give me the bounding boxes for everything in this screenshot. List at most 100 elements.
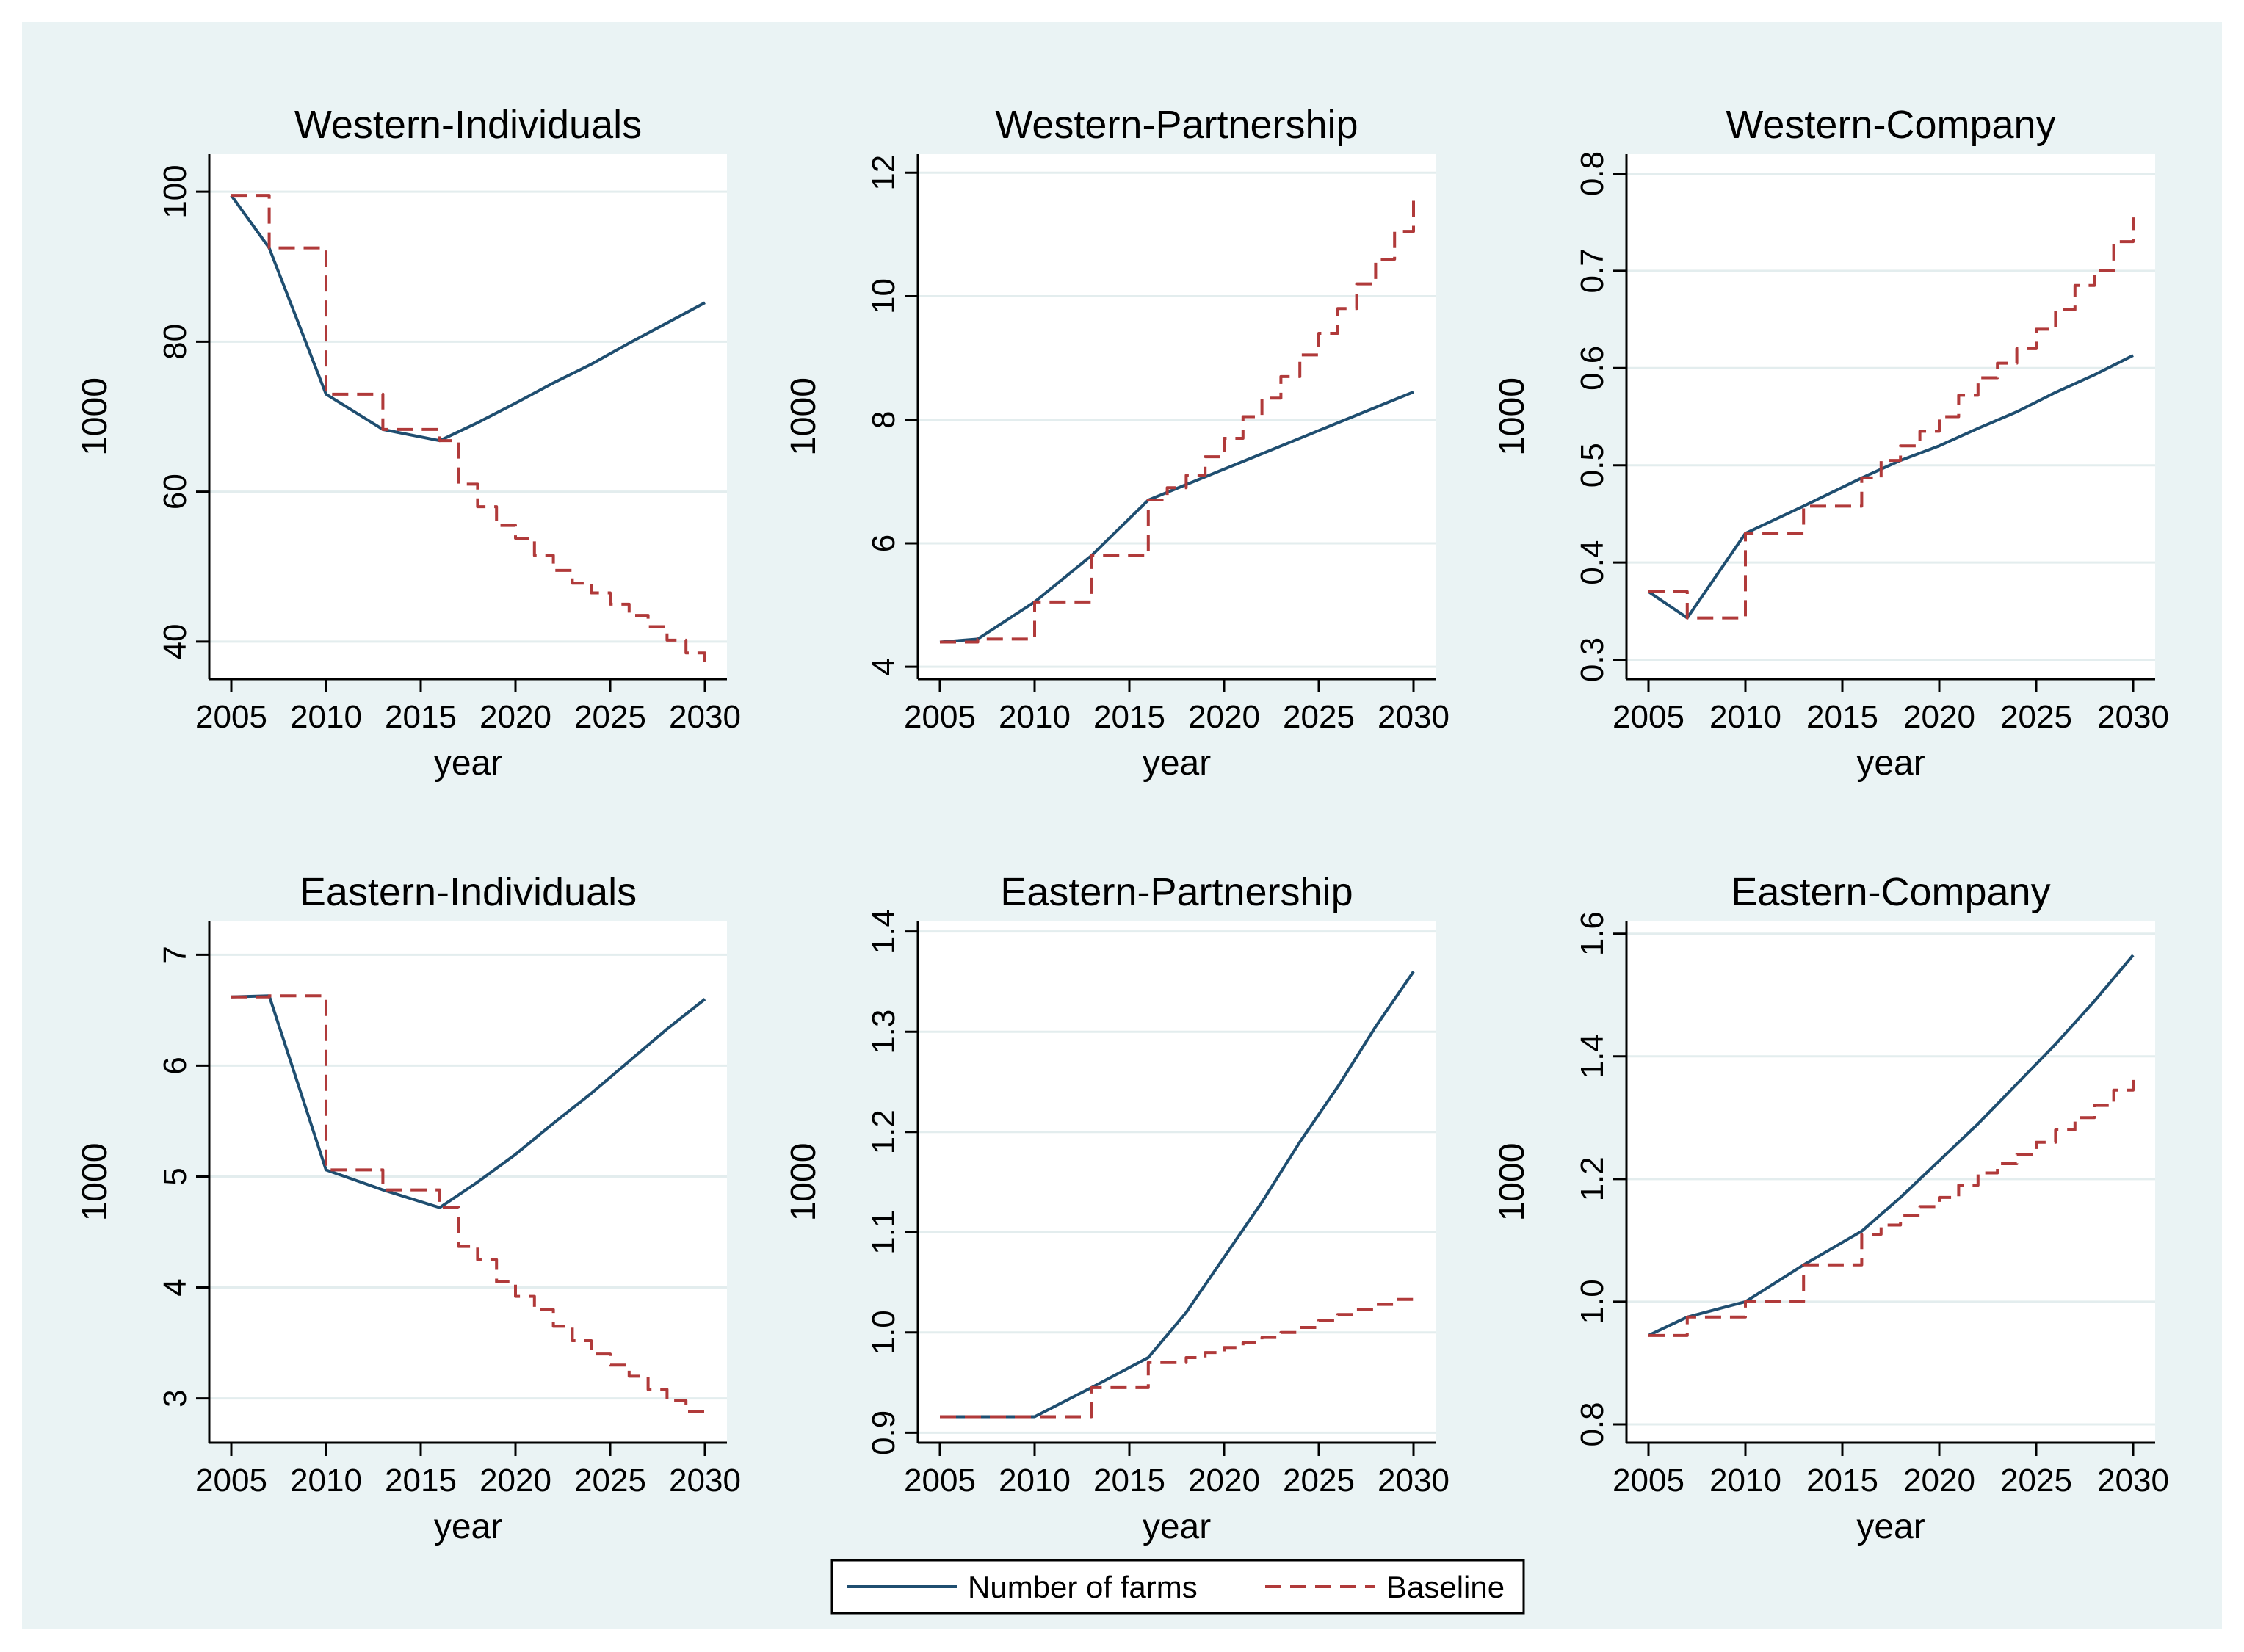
plot-area xyxy=(209,921,727,1443)
chart-title: Western-Individuals xyxy=(294,103,642,147)
y-tick-label: 1.2 xyxy=(866,1109,902,1154)
y-tick-label: 6 xyxy=(866,535,902,552)
y-tick-label: 6 xyxy=(157,1057,193,1074)
x-tick-label: 2030 xyxy=(1378,699,1449,735)
panels: 2005 2010 2015 2020 2025 2030 40 60 80 100 Western… xyxy=(76,103,2169,1546)
x-tick-label: 2005 xyxy=(1613,1463,1684,1499)
series-line-number-of-farms xyxy=(231,994,706,1209)
x-tick-label: 2005 xyxy=(904,1463,976,1499)
x-axis-label: year xyxy=(1143,1507,1211,1546)
y-tick-label: 0.4 xyxy=(1574,540,1610,585)
y-tick-label: 5 xyxy=(157,1167,193,1185)
x-axis-label: year xyxy=(434,1507,502,1546)
chart-title: Western-Company xyxy=(1726,103,2055,147)
x-tick-label: 2030 xyxy=(2097,699,2169,735)
x-tick-label: 2010 xyxy=(1709,1463,1781,1499)
chart-panel: 2005 2010 2015 2020 2025 2030 3 4 5 6 7 Eastern-Ind… xyxy=(76,870,741,1546)
y-tick-label: 0.8 xyxy=(1574,1402,1610,1446)
plot-area xyxy=(209,154,727,679)
series-line-baseline xyxy=(1648,1074,2135,1337)
x-tick-label: 2020 xyxy=(1903,699,1975,735)
x-tick-label: 2030 xyxy=(1378,1463,1449,1499)
y-tick-label: 1.3 xyxy=(866,1010,902,1054)
x-tick-label: 2005 xyxy=(195,699,267,735)
x-tick-label: 2020 xyxy=(479,1463,551,1499)
y-tick-label: 100 xyxy=(157,164,193,218)
y-axis-label: 1000 xyxy=(1493,1143,1532,1222)
x-axis-label: year xyxy=(1856,744,1925,783)
series-line-baseline xyxy=(940,1292,1415,1419)
series-line-baseline xyxy=(231,994,706,1416)
series-line-baseline xyxy=(1648,217,2135,620)
x-tick-label: 2030 xyxy=(2097,1463,2169,1499)
x-tick-label: 2015 xyxy=(1093,1463,1165,1499)
y-tick-label: 1.6 xyxy=(1574,911,1610,956)
series-line-baseline xyxy=(940,200,1415,644)
y-tick-label: 4 xyxy=(157,1278,193,1296)
x-tick-label: 2010 xyxy=(290,1463,362,1499)
x-tick-label: 2025 xyxy=(2000,699,2072,735)
chart-title: Eastern-Individuals xyxy=(300,870,637,914)
y-tick-label: 0.9 xyxy=(866,1410,902,1455)
y-tick-label: 7 xyxy=(157,946,193,963)
x-tick-label: 2005 xyxy=(1613,699,1684,735)
y-axis-label: 1000 xyxy=(784,377,823,456)
y-tick-label: 1.4 xyxy=(1574,1034,1610,1079)
y-tick-label: 1.0 xyxy=(866,1310,902,1355)
plot-area xyxy=(1626,154,2155,679)
plot-area xyxy=(1626,921,2155,1443)
y-axis-label: 1000 xyxy=(784,1143,823,1222)
y-tick-label: 0.6 xyxy=(1574,346,1610,391)
chart-panel: 2005 2010 2015 2020 2025 2030 4 6 8 10 12 Western-P… xyxy=(784,103,1449,783)
legend: Number of farms Baseline xyxy=(830,1559,1525,1615)
x-tick-label: 2005 xyxy=(904,699,976,735)
x-axis-label: year xyxy=(1143,744,1211,783)
y-tick-label: 4 xyxy=(866,658,902,675)
chart-panel: 2005 2010 2015 2020 2025 2030 0.8 1.0 1.2 1.4 1.6 E… xyxy=(1493,870,2169,1546)
x-tick-label: 2030 xyxy=(669,1463,741,1499)
y-tick-label: 0.7 xyxy=(1574,248,1610,293)
x-tick-label: 2010 xyxy=(1709,699,1781,735)
x-tick-label: 2015 xyxy=(385,1463,457,1499)
y-tick-label: 60 xyxy=(157,474,193,510)
y-tick-label: 10 xyxy=(866,278,902,314)
y-axis-label: 1000 xyxy=(1493,377,1532,456)
x-tick-label: 2025 xyxy=(1283,699,1355,735)
legend-label: Baseline xyxy=(1386,1570,1505,1604)
x-tick-label: 2025 xyxy=(1283,1463,1355,1499)
chart-panel: 2005 2010 2015 2020 2025 2030 40 60 80 100 Western… xyxy=(76,103,741,783)
x-tick-label: 2030 xyxy=(669,699,741,735)
y-tick-label: 1.2 xyxy=(1574,1156,1610,1201)
x-tick-label: 2025 xyxy=(2000,1463,2072,1499)
x-tick-label: 2010 xyxy=(999,699,1071,735)
series-line-number-of-farms xyxy=(939,391,1414,644)
chart-title: Western-Partnership xyxy=(995,103,1358,147)
y-tick-label: 12 xyxy=(866,155,902,191)
chart-title: Eastern-Partnership xyxy=(1000,870,1353,914)
chart-title: Eastern-Company xyxy=(1731,870,2050,914)
y-tick-label: 80 xyxy=(157,324,193,360)
series-line-baseline xyxy=(231,194,706,664)
x-tick-label: 2025 xyxy=(574,1463,646,1499)
x-tick-label: 2020 xyxy=(1188,1463,1260,1499)
chart-panel: 2005 2010 2015 2020 2025 2030 0.3 0.4 0.5 0.6 0.7 0… xyxy=(1493,103,2169,783)
series-line-number-of-farms xyxy=(230,195,706,443)
legend-label: Number of farms xyxy=(968,1570,1198,1604)
y-axis-label: 1000 xyxy=(76,1143,115,1222)
y-tick-label: 0.8 xyxy=(1574,151,1610,196)
y-tick-label: 40 xyxy=(157,623,193,659)
x-tick-label: 2005 xyxy=(195,1463,267,1499)
x-tick-label: 2015 xyxy=(385,699,457,735)
plot-area xyxy=(918,921,1436,1443)
y-tick-label: 1.1 xyxy=(866,1210,902,1255)
series-line-number-of-farms xyxy=(1647,354,2134,620)
series-line-number-of-farms xyxy=(1648,954,2135,1337)
y-tick-label: 1.4 xyxy=(866,909,902,954)
x-axis-label: year xyxy=(1856,1507,1925,1546)
x-tick-label: 2015 xyxy=(1093,699,1165,735)
x-tick-label: 2010 xyxy=(290,699,362,735)
x-tick-label: 2015 xyxy=(1806,1463,1878,1499)
y-tick-label: 8 xyxy=(866,410,902,428)
plot-area xyxy=(918,154,1436,679)
chart-panel: 2005 2010 2015 2020 2025 2030 0.9 1.0 1.1 1.2 1.3 1… xyxy=(784,870,1449,1546)
